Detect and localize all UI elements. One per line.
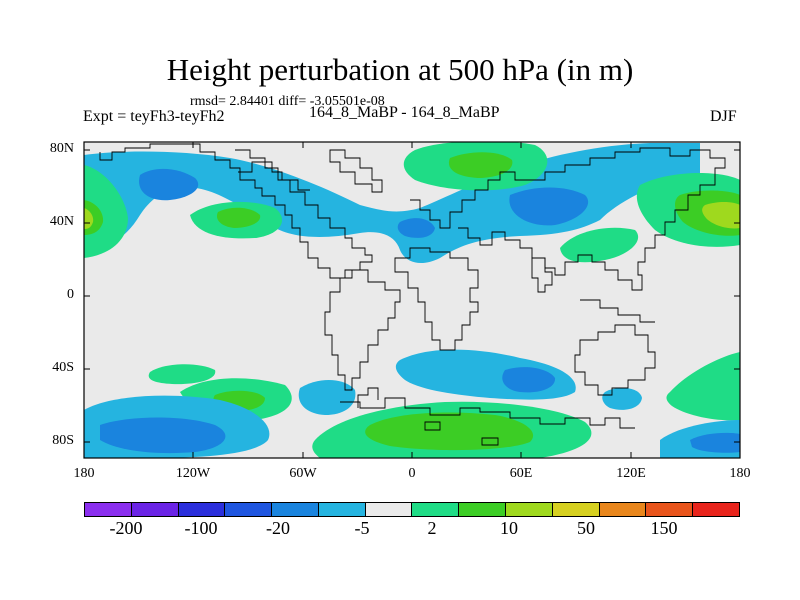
colorbar-label-2: 2 bbox=[427, 518, 437, 538]
contour-fill-layer bbox=[84, 142, 740, 458]
colorbar-swatch-1 bbox=[131, 503, 179, 516]
lat-tick-80s: 80S bbox=[52, 433, 74, 448]
negative-band-north-west bbox=[84, 143, 700, 264]
lat-tick-equator: 0 bbox=[67, 287, 74, 302]
lon-tick-120w: 120W bbox=[175, 466, 211, 481]
colorbar-label-50: 50 bbox=[577, 518, 595, 538]
negative-core-atlantic bbox=[397, 218, 435, 238]
colorbar-swatch-2 bbox=[178, 503, 226, 516]
lon-tick-0: 0 bbox=[408, 466, 416, 481]
case-label: 164_8_MaBP - 164_8_MaBP bbox=[309, 104, 500, 121]
positive-arctic-asia-core bbox=[448, 152, 513, 178]
negative-core-eurasia bbox=[509, 187, 589, 226]
colorbar-swatch-13 bbox=[693, 503, 739, 516]
experiment-label: Expt = teyFh3-teyFh2 bbox=[83, 108, 225, 125]
colorbar-swatch-9 bbox=[506, 503, 553, 516]
canada-arctic-coast bbox=[238, 161, 310, 191]
positive-south-ocean-core bbox=[365, 412, 534, 451]
map-title: Height perturbation at 500 hPa (in m) bbox=[166, 52, 634, 87]
positive-east-asia bbox=[560, 227, 639, 263]
antarctica-peninsula bbox=[357, 387, 379, 408]
positive-north-america-core bbox=[216, 207, 261, 228]
lon-tick-60w: 60W bbox=[289, 466, 317, 481]
tick-marks bbox=[83, 142, 741, 458]
positive-pacific-west-peak bbox=[84, 208, 94, 229]
positive-pacific-west-edge bbox=[84, 165, 128, 258]
colorbar-swatch-4 bbox=[272, 503, 319, 516]
coastline-layer bbox=[99, 143, 726, 446]
stats-label: rmsd= 2.84401 diff= -3.05501e-08 bbox=[190, 94, 385, 109]
africa-coast bbox=[394, 247, 479, 351]
lat-tick-40s: 40S bbox=[52, 360, 74, 375]
colorbar-label-minus-5: -5 bbox=[354, 518, 370, 538]
positive-south-pacific-east bbox=[666, 352, 740, 421]
colorbar-label-10: 10 bbox=[500, 518, 518, 538]
negative-antarctic-west-core bbox=[100, 417, 226, 454]
colorbar-label-minus-200: -200 bbox=[109, 518, 143, 538]
south-america-coast bbox=[324, 269, 401, 391]
europe-coast bbox=[410, 171, 528, 229]
positive-south-pacific-west bbox=[148, 364, 216, 385]
negative-south-indian-core bbox=[502, 367, 556, 393]
lon-tick-180-west: 180 bbox=[73, 466, 95, 481]
colorbar-swatch-5 bbox=[318, 503, 366, 516]
season-label: DJF bbox=[710, 108, 737, 125]
colorbar-label-150: 150 bbox=[650, 518, 678, 538]
negative-core-north-pacific bbox=[139, 168, 199, 201]
colorbar-swatch-12 bbox=[646, 503, 694, 516]
positive-north-pacific-east-peak bbox=[702, 201, 740, 229]
colorbar-label-minus-100: -100 bbox=[184, 518, 218, 538]
india-coast bbox=[531, 257, 553, 293]
lon-tick-60e: 60E bbox=[509, 466, 533, 481]
colorbar-swatch-8 bbox=[459, 503, 507, 516]
lat-tick-80n: 80N bbox=[49, 141, 74, 156]
colorbar bbox=[84, 502, 740, 517]
north-america-coast bbox=[99, 143, 373, 279]
colorbar-swatch-7 bbox=[412, 503, 460, 516]
asia-coast bbox=[458, 147, 726, 291]
colorbar-label-minus-20: -20 bbox=[266, 518, 290, 538]
negative-south-atlantic bbox=[298, 379, 356, 415]
lon-tick-120e: 120E bbox=[616, 466, 646, 481]
colorbar-swatch-0 bbox=[85, 503, 132, 516]
colorbar-swatch-6 bbox=[365, 503, 413, 516]
greenland-coast bbox=[329, 149, 383, 193]
lon-tick-180-east: 180 bbox=[729, 466, 751, 481]
maritime-continent-coast bbox=[580, 299, 655, 323]
lat-tick-40n: 40N bbox=[49, 214, 74, 229]
colorbar-swatch-3 bbox=[225, 503, 273, 516]
antarctica-coast bbox=[340, 397, 635, 429]
australia-coast bbox=[574, 324, 656, 396]
antarctica-interior bbox=[424, 421, 499, 446]
colorbar-swatch-10 bbox=[552, 503, 600, 516]
negative-antarctic-east-core bbox=[690, 432, 740, 453]
colorbar-swatch-11 bbox=[599, 503, 647, 516]
